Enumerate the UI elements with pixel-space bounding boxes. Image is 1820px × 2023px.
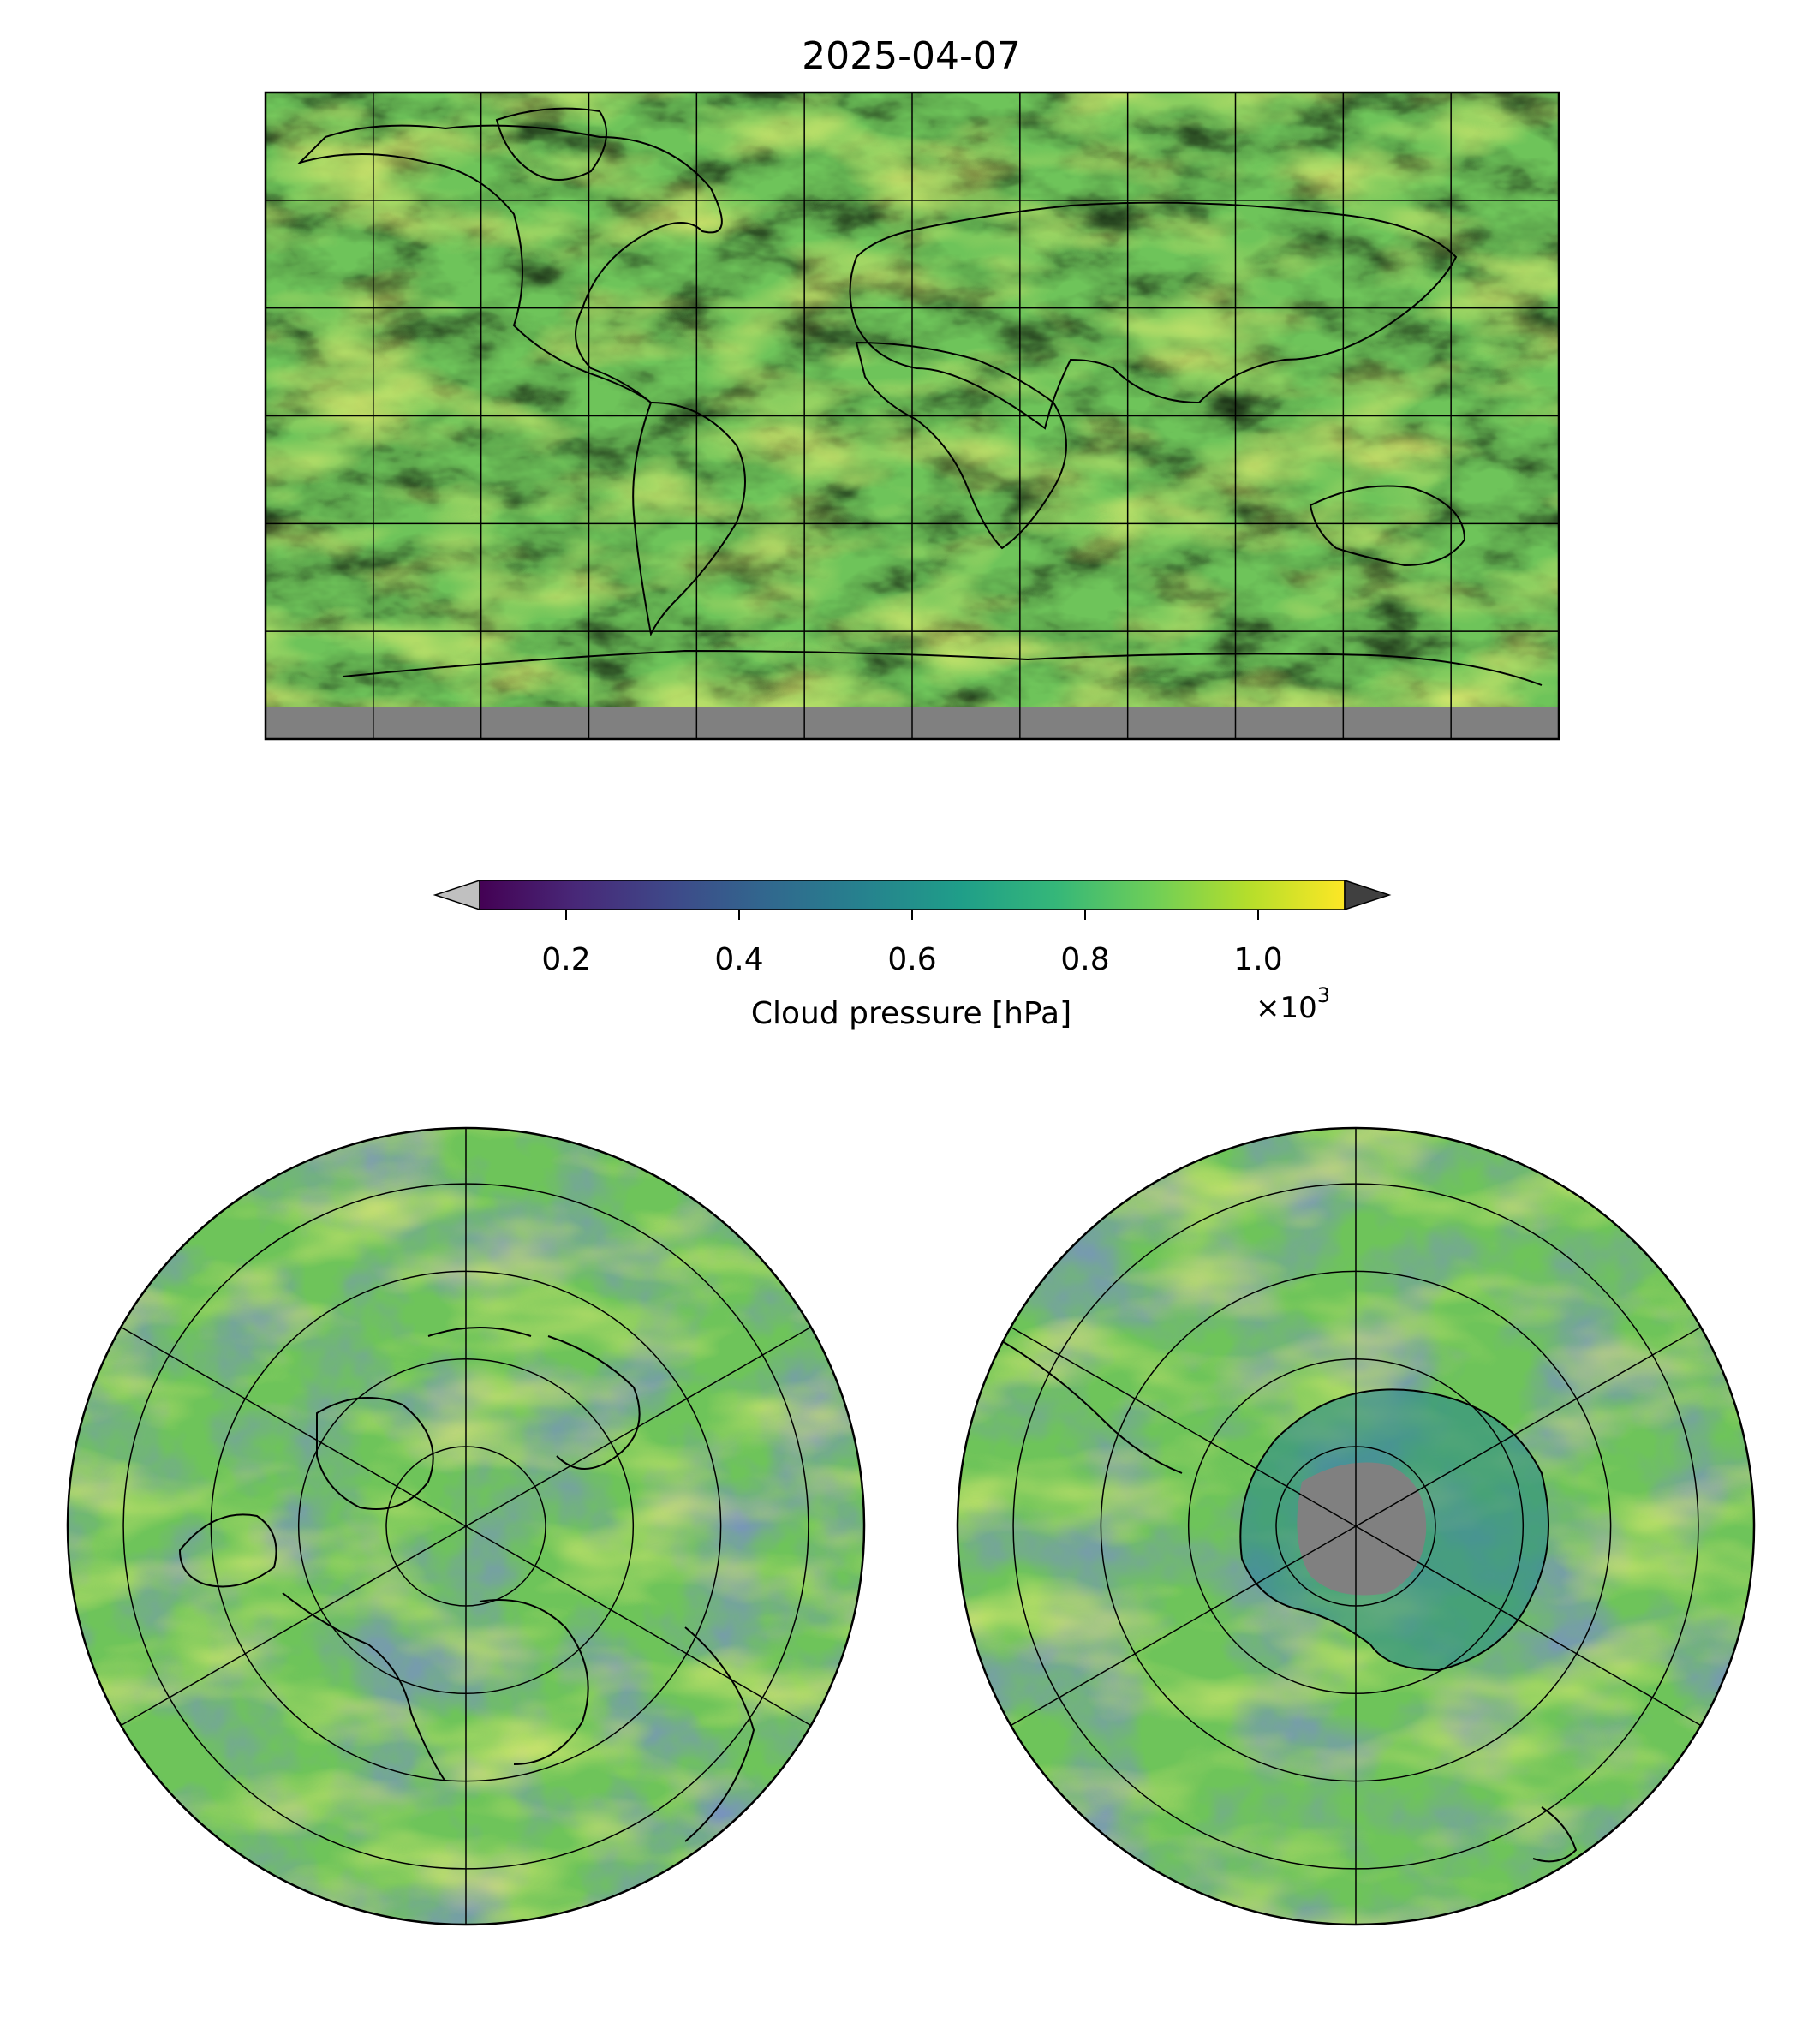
- colorbar-label: Cloud pressure [hPa]: [751, 996, 1071, 1031]
- north-gridlines: [120, 1128, 812, 1925]
- colorbar: 0.2 0.4 0.6 0.8 1.0 Cloud pressure [hPa] ×10…: [433, 879, 1392, 1031]
- south-pole-nodata: [1297, 1462, 1427, 1596]
- polar-meridian: [120, 1525, 467, 1727]
- north-polar-map: [66, 1126, 866, 1926]
- polar-meridian: [120, 1326, 467, 1527]
- global-map: [264, 91, 1560, 741]
- north-polar-frame: [66, 1126, 866, 1926]
- global-map-frame: [264, 91, 1560, 741]
- north-coastlines: [178, 1327, 755, 1842]
- antarctica-coastline: [1239, 1388, 1549, 1672]
- colorbar-multiplier-prefix: ×10: [1256, 991, 1317, 1025]
- global-coastlines: [296, 107, 1543, 686]
- polar-meridian: [1355, 1326, 1702, 1527]
- colorbar-under-extension: [433, 879, 480, 911]
- polar-meridian: [1355, 1525, 1702, 1727]
- south-gridlines: [1010, 1128, 1702, 1925]
- south-polar-frame: [956, 1126, 1756, 1926]
- south-polar-map: [956, 1126, 1756, 1926]
- colorbar-tick-label: 1.0: [1233, 942, 1282, 977]
- colorbar-over-extension: [1344, 879, 1392, 911]
- colorbar-tick-label: 0.4: [714, 942, 763, 977]
- colorbar-ticks: 0.2 0.4 0.6 0.8 1.0: [541, 910, 1283, 977]
- colorbar-tick-label: 0.6: [887, 942, 936, 977]
- new-zealand-coastline: [1532, 1806, 1578, 1863]
- colorbar-multiplier-exponent: 3: [1317, 983, 1330, 1007]
- south-america-coastline: [993, 1335, 1183, 1474]
- polar-meridian: [1010, 1525, 1357, 1727]
- polar-meridian: [465, 1525, 812, 1727]
- colorbar-gradient: [479, 880, 1346, 910]
- colorbar-tick-label: 0.8: [1060, 942, 1109, 977]
- colorbar-tick-label: 0.2: [541, 942, 590, 977]
- figure-title: 2025-04-07: [802, 34, 1021, 78]
- polar-meridian: [1010, 1326, 1357, 1527]
- global-gridlines: [266, 92, 1559, 739]
- polar-meridian: [465, 1326, 812, 1527]
- colorbar-multiplier: ×103: [1256, 983, 1330, 1025]
